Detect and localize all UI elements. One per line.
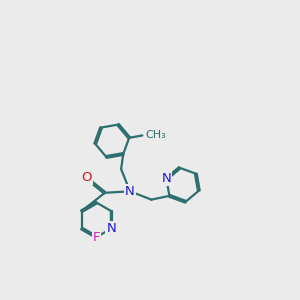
Text: O: O — [81, 171, 92, 184]
Text: N: N — [162, 172, 171, 185]
Text: N: N — [125, 185, 135, 198]
Text: N: N — [106, 222, 116, 235]
Text: CH₃: CH₃ — [145, 130, 166, 140]
Text: F: F — [93, 231, 100, 244]
